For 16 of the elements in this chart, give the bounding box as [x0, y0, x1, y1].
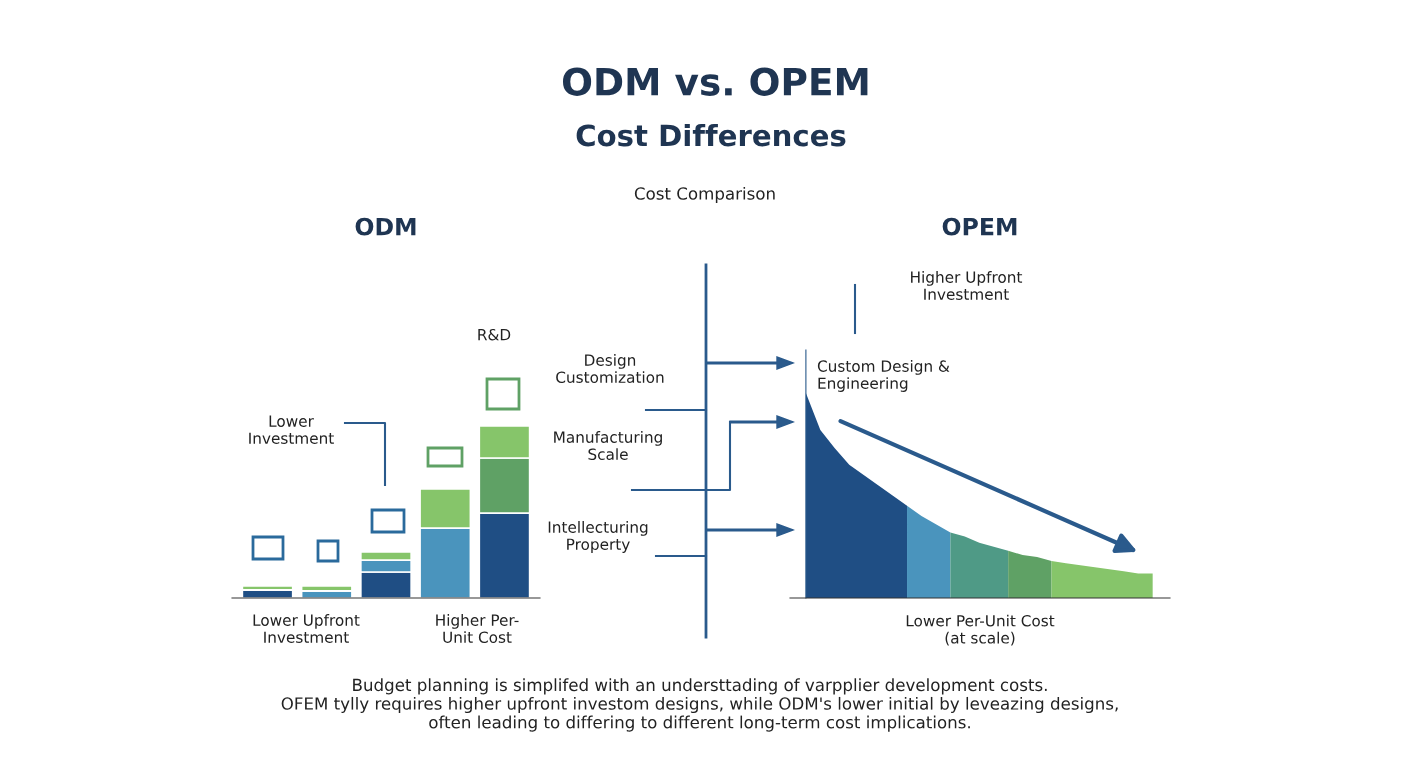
text: Higher Upfront Investment [911, 271, 1023, 300]
text: Higher Per- Unit Cost [436, 614, 519, 643]
x-axis-title: Lower Per-Unit Cost (at scale) [906, 614, 1055, 646]
annotation: Lower Investment [249, 415, 334, 444]
text: Cost Comparison [634, 186, 775, 204]
chart-title: ODM [355, 217, 416, 236]
text: ODM vs. OPEM [562, 67, 868, 96]
chart-title: OPEM [942, 217, 1017, 236]
text: Custom Design & Engineering [817, 360, 950, 392]
text: Budget planning is simplifed with an understtading of varpplier development costs. OFEM tylly requires higher upfront investom designs, while ODM's lower initial by leveazing designs, often leading to differing to different long-term cost implications. [281, 678, 1118, 732]
text: Lower Upfront Investment [253, 614, 360, 643]
text: R&D [478, 328, 511, 341]
text: Manufacturing Scale [554, 431, 662, 460]
text: Intellecturing Property [548, 521, 648, 553]
text: Design Customization [556, 354, 664, 383]
text: Cost Differences [576, 123, 846, 147]
